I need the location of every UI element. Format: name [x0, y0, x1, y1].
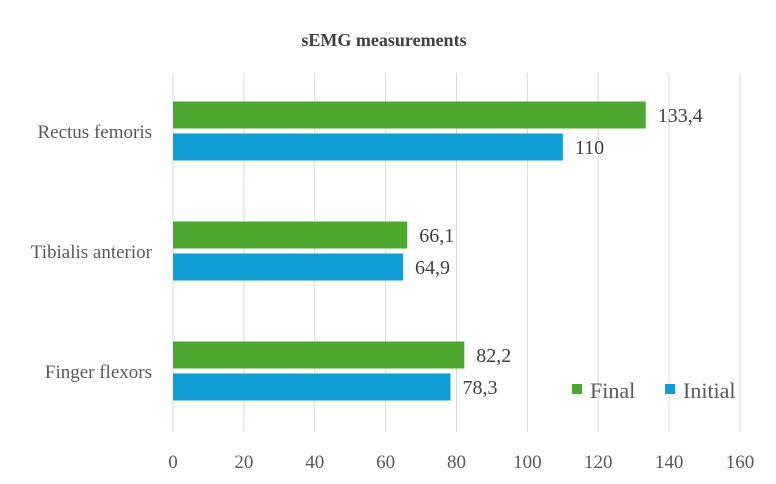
- x-tick-label: 120: [584, 452, 613, 473]
- x-tick-label: 160: [726, 452, 755, 473]
- bar-final-1: [173, 221, 408, 249]
- bar-final-0: [173, 101, 646, 129]
- x-tick-label: 40: [305, 452, 324, 473]
- category-labels: Rectus femoris Tibialis anterior Finger fl…: [31, 122, 153, 383]
- data-labels: 133,4 110 66,1 64,9 82,2 78,3: [415, 105, 703, 399]
- bar-final-2: [173, 341, 465, 369]
- data-label: 110: [575, 137, 604, 159]
- legend: Final Initial: [572, 378, 736, 403]
- x-tick-label: 140: [655, 452, 684, 473]
- gridlines: [172, 73, 741, 432]
- bar-initial-0: [173, 133, 563, 161]
- bar-initial-1: [173, 253, 403, 281]
- bar-initial-2: [173, 373, 451, 401]
- legend-label: Final: [590, 378, 635, 403]
- x-axis-ticks: 0 20 40 60 80 100 120 140 160: [168, 452, 754, 473]
- bars: [173, 101, 646, 401]
- x-tick-label: 20: [234, 452, 253, 473]
- chart-title: sEMG measurements: [301, 30, 466, 50]
- data-label: 78,3: [462, 377, 497, 399]
- x-tick-label: 100: [513, 452, 542, 473]
- data-label: 133,4: [658, 105, 703, 127]
- x-tick-label: 60: [376, 452, 395, 473]
- data-label: 64,9: [415, 257, 450, 279]
- data-label: 82,2: [476, 345, 511, 367]
- category-label: Tibialis anterior: [31, 242, 153, 263]
- legend-swatch-final: [572, 384, 582, 394]
- data-label: 66,1: [419, 225, 454, 247]
- category-label: Finger flexors: [45, 362, 152, 383]
- legend-label: Initial: [683, 378, 736, 403]
- x-tick-label: 80: [447, 452, 466, 473]
- legend-swatch-initial: [665, 384, 675, 394]
- category-label: Rectus femoris: [37, 122, 152, 143]
- x-tick-label: 0: [168, 452, 178, 473]
